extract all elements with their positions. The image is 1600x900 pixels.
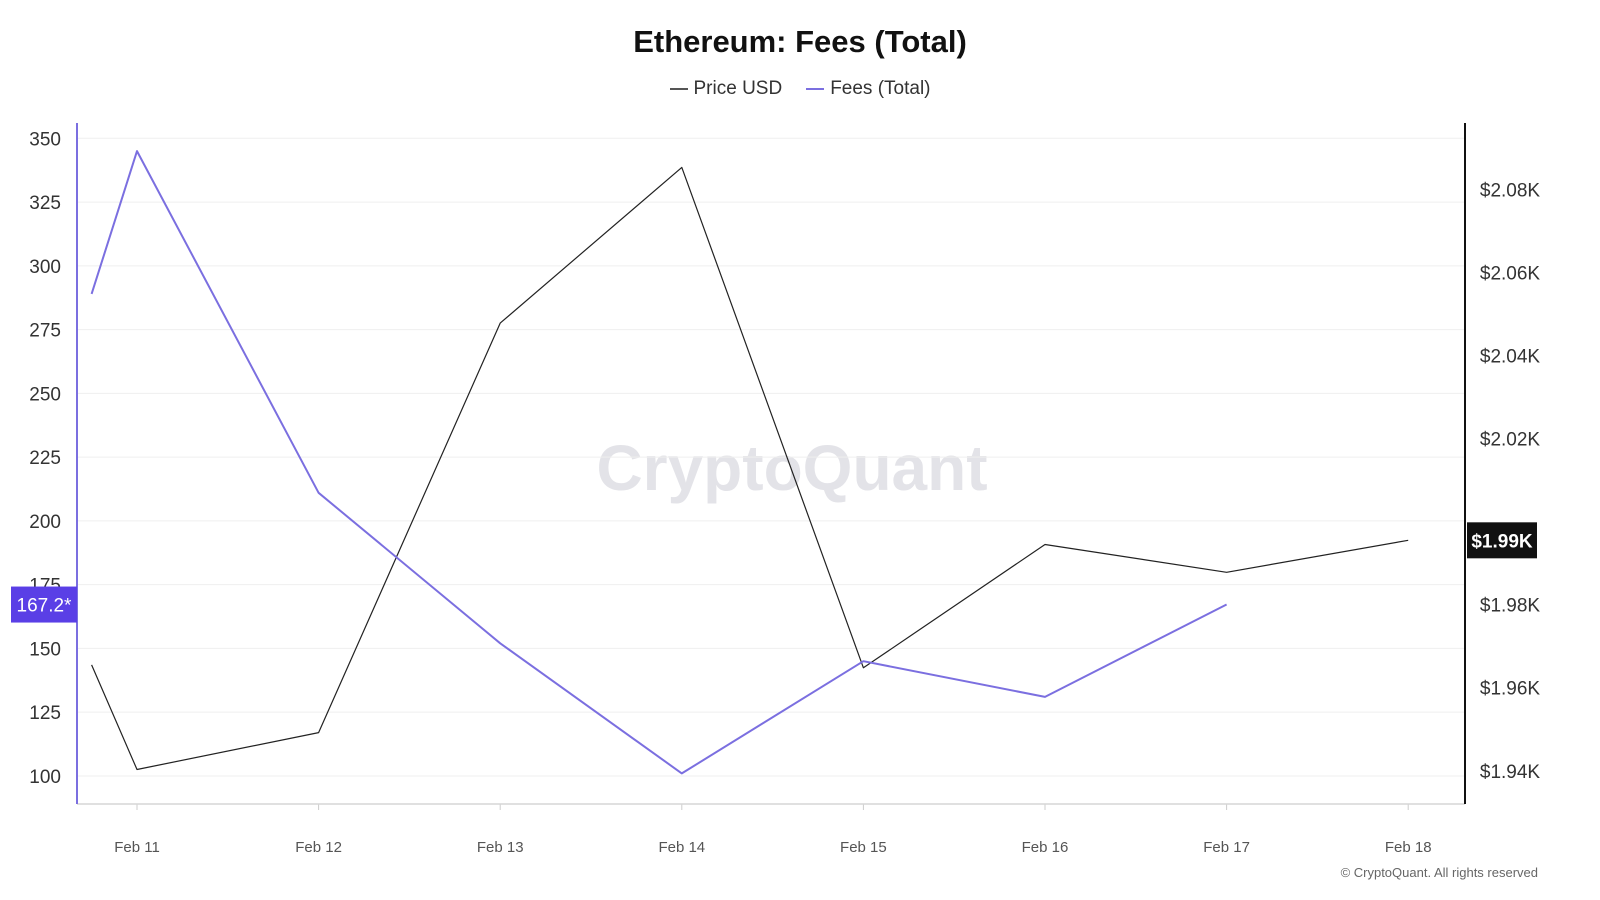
y-right-tick-label: $1.98K [1480, 596, 1541, 617]
y-right-tick-label: $2.06K [1480, 263, 1541, 284]
y-left-tick-label: 100 [29, 767, 61, 788]
y-left-tick-label: 275 [29, 321, 61, 342]
fees-total-line [90, 150, 1228, 775]
x-tick-label: Feb 14 [658, 839, 705, 856]
legend-item-fees[interactable]: Fees (Total) [806, 78, 931, 100]
legend-item-price[interactable]: Price USD [669, 78, 783, 100]
tick-labels: 350325300275250225200175150125100$2.08K$… [29, 129, 1540, 856]
fees-last-badge-label: 167.2* [17, 596, 73, 617]
y-right-tick-label: $1.96K [1480, 679, 1541, 700]
x-tick-label: Feb 12 [295, 839, 342, 856]
y-right-tick-label: $2.08K [1480, 180, 1541, 201]
y-left-tick-label: 150 [29, 639, 61, 660]
y-left-tick-label: 350 [29, 129, 61, 150]
legend: Price USD Fees (Total) [0, 78, 1600, 100]
price-last-badge-label: $1.99K [1471, 531, 1533, 552]
legend-label-fees: Fees (Total) [830, 78, 931, 99]
x-tick-label: Feb 18 [1385, 839, 1432, 856]
x-tick-label: Feb 17 [1203, 839, 1250, 856]
x-tick-label: Feb 11 [114, 839, 160, 856]
y-left-tick-label: 125 [29, 703, 61, 724]
chart-title: Ethereum: Fees (Total) [633, 24, 967, 59]
grid-lines [77, 137, 1465, 777]
y-right-tick-label: $2.02K [1480, 430, 1541, 451]
y-left-tick-label: 250 [29, 384, 61, 405]
axes [76, 123, 1466, 810]
watermark: CryptoQuant [596, 432, 987, 504]
price-last-badge [1467, 522, 1537, 559]
legend-label-price: Price USD [693, 78, 783, 99]
y-left-tick-label: 300 [29, 257, 61, 278]
y-left-tick-label: 200 [29, 512, 61, 533]
series-lines [90, 150, 1409, 775]
y-right-tick-label: $2.04K [1480, 347, 1541, 368]
y-right-tick-label: $1.94K [1480, 762, 1541, 783]
x-tick-label: Feb 16 [1022, 839, 1069, 856]
value-badges: 167.2* $1.99K [11, 522, 1537, 623]
y-left-tick-label: 325 [29, 193, 61, 214]
fees-last-badge [11, 586, 77, 623]
price-usd-line [91, 166, 1409, 771]
y-left-tick-label: 225 [29, 448, 61, 469]
x-tick-label: Feb 13 [477, 839, 524, 856]
copyright: © CryptoQuant. All rights reserved [1340, 865, 1538, 880]
legend-swatch-price [669, 88, 688, 90]
legend-swatch-fees [806, 88, 825, 90]
x-tick-label: Feb 15 [840, 839, 887, 856]
